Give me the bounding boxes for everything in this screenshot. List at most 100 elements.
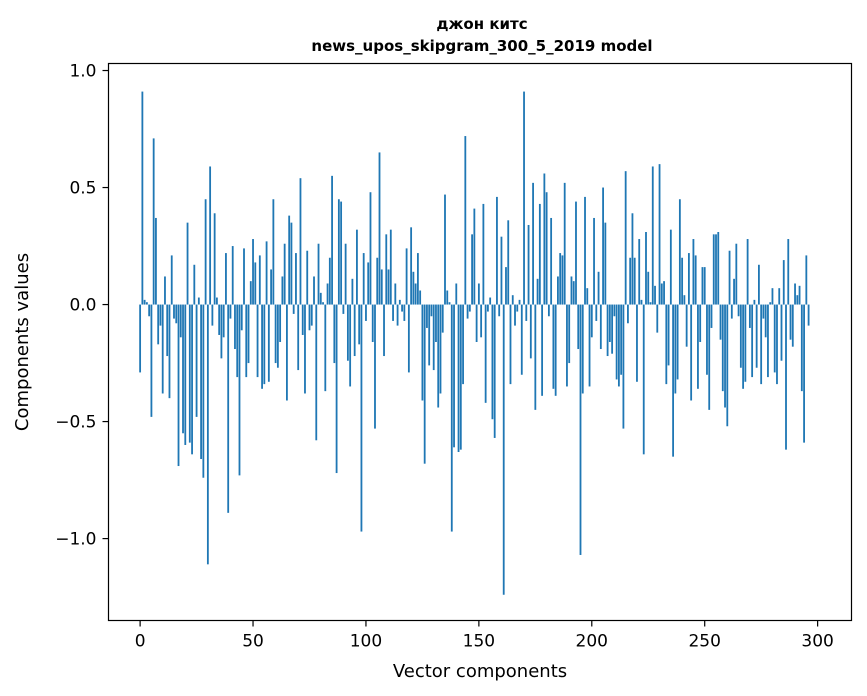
bar (464, 136, 467, 305)
x-tick-label: 0 (135, 632, 146, 652)
bar (346, 304, 349, 361)
bar (209, 166, 212, 305)
bar (240, 304, 243, 331)
bars-group (139, 91, 810, 595)
bar (306, 250, 309, 305)
bar (627, 304, 629, 324)
bar (771, 288, 774, 305)
bar (407, 304, 410, 373)
bar (261, 304, 263, 389)
bar (543, 173, 546, 305)
bar (665, 304, 668, 385)
bar (559, 253, 562, 305)
bar (599, 304, 602, 350)
bar (437, 304, 440, 408)
bar (726, 304, 729, 427)
bar (272, 199, 275, 305)
bar (245, 304, 248, 378)
bar (753, 299, 756, 305)
bar (371, 304, 374, 342)
bar (563, 182, 566, 305)
bar (179, 304, 182, 338)
bar (685, 304, 688, 347)
bar (586, 288, 589, 305)
bar (448, 302, 451, 305)
bar (430, 304, 433, 317)
bar (396, 304, 399, 326)
bar (767, 304, 769, 378)
bar (155, 217, 157, 305)
bar (295, 253, 297, 305)
bar (218, 304, 221, 335)
bar (697, 304, 699, 389)
bar (200, 304, 202, 460)
bar (785, 304, 787, 450)
bar (568, 304, 571, 364)
bar (290, 222, 293, 305)
bar (529, 304, 532, 359)
bar (227, 304, 230, 513)
bar (182, 304, 184, 434)
bar (231, 246, 234, 305)
bar (279, 304, 282, 342)
bar (672, 304, 674, 457)
bar (547, 304, 550, 317)
bar (197, 297, 200, 305)
bar (414, 283, 417, 305)
bar (706, 304, 708, 375)
bar (335, 304, 338, 474)
bar (468, 304, 471, 312)
bar (577, 304, 580, 350)
bar (308, 304, 311, 331)
bar (432, 304, 435, 371)
bar (238, 304, 241, 476)
bar (617, 304, 620, 387)
bar (606, 304, 609, 357)
bar (401, 304, 403, 312)
bar (439, 304, 442, 394)
bar (690, 304, 693, 401)
bar (374, 304, 376, 429)
bar (143, 299, 146, 305)
bar (426, 304, 428, 328)
bar (647, 271, 650, 305)
bar (712, 234, 715, 305)
bar (459, 304, 462, 450)
bar (263, 304, 266, 385)
bar (428, 304, 431, 366)
bar (631, 213, 634, 305)
bar (351, 278, 354, 305)
bar (410, 227, 413, 305)
bar (243, 248, 245, 305)
bar (794, 283, 796, 305)
bar (462, 304, 464, 385)
bar (805, 255, 808, 305)
y-tick-label: 1.0 (69, 62, 96, 82)
bar (392, 304, 394, 321)
bar (728, 250, 731, 305)
bar (597, 271, 600, 305)
bar (724, 304, 726, 408)
bar (744, 304, 747, 382)
bar (170, 255, 173, 305)
bar (710, 304, 713, 328)
bar (394, 283, 397, 305)
bar (751, 304, 754, 378)
bar (642, 304, 645, 455)
bar (405, 248, 408, 305)
bar (681, 257, 684, 305)
bar (444, 194, 446, 305)
bar (369, 192, 372, 305)
bar (383, 304, 385, 357)
bar (798, 285, 801, 305)
bar (796, 295, 799, 305)
bar (319, 292, 322, 305)
bar (735, 243, 738, 305)
bar (258, 255, 261, 305)
bar (484, 304, 487, 403)
bar (746, 239, 749, 305)
x-tick-label: 50 (242, 632, 264, 652)
bar (769, 302, 772, 305)
bar (579, 304, 582, 555)
